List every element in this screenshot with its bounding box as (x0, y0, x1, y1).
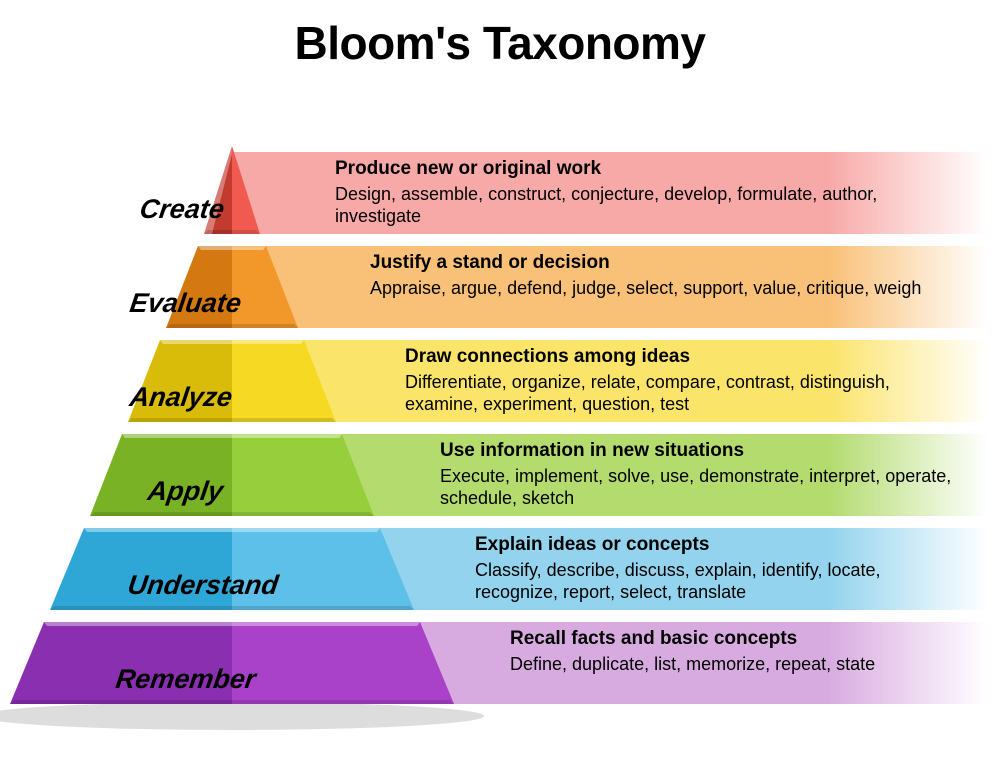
level-heading-analyze: Draw connections among ideas (405, 346, 962, 369)
level-heading-understand: Explain ideas or concepts (475, 534, 962, 557)
level-desc-apply: Execute, implement, solve, use, demonstr… (440, 465, 962, 510)
level-desc-remember: Define, duplicate, list, memorize, repea… (510, 653, 962, 676)
level-heading-create: Produce new or original work (335, 158, 962, 181)
level-desc-analyze: Differentiate, organize, relate, compare… (405, 371, 962, 416)
level-heading-apply: Use information in new situations (440, 440, 962, 463)
level-band-create: Produce new or original workDesign, asse… (0, 152, 1000, 234)
level-desc-understand: Classify, describe, discuss, explain, id… (475, 559, 962, 604)
level-heading-evaluate: Justify a stand or decision (370, 252, 962, 275)
level-band-evaluate: Justify a stand or decisionAppraise, arg… (0, 246, 1000, 328)
level-desc-create: Design, assemble, construct, conjecture,… (335, 183, 962, 228)
level-band-remember: Recall facts and basic conceptsDefine, d… (0, 622, 1000, 704)
level-band-understand: Explain ideas or conceptsClassify, descr… (0, 528, 1000, 610)
level-heading-remember: Recall facts and basic concepts (510, 628, 962, 651)
level-desc-evaluate: Appraise, argue, defend, judge, select, … (370, 277, 962, 300)
taxonomy-stage: CreateProduce new or original workDesign… (0, 152, 1000, 752)
level-band-analyze: Draw connections among ideasDifferentiat… (0, 340, 1000, 422)
page-title: Bloom's Taxonomy (0, 16, 1000, 70)
level-band-apply: Use information in new situationsExecute… (0, 434, 1000, 516)
